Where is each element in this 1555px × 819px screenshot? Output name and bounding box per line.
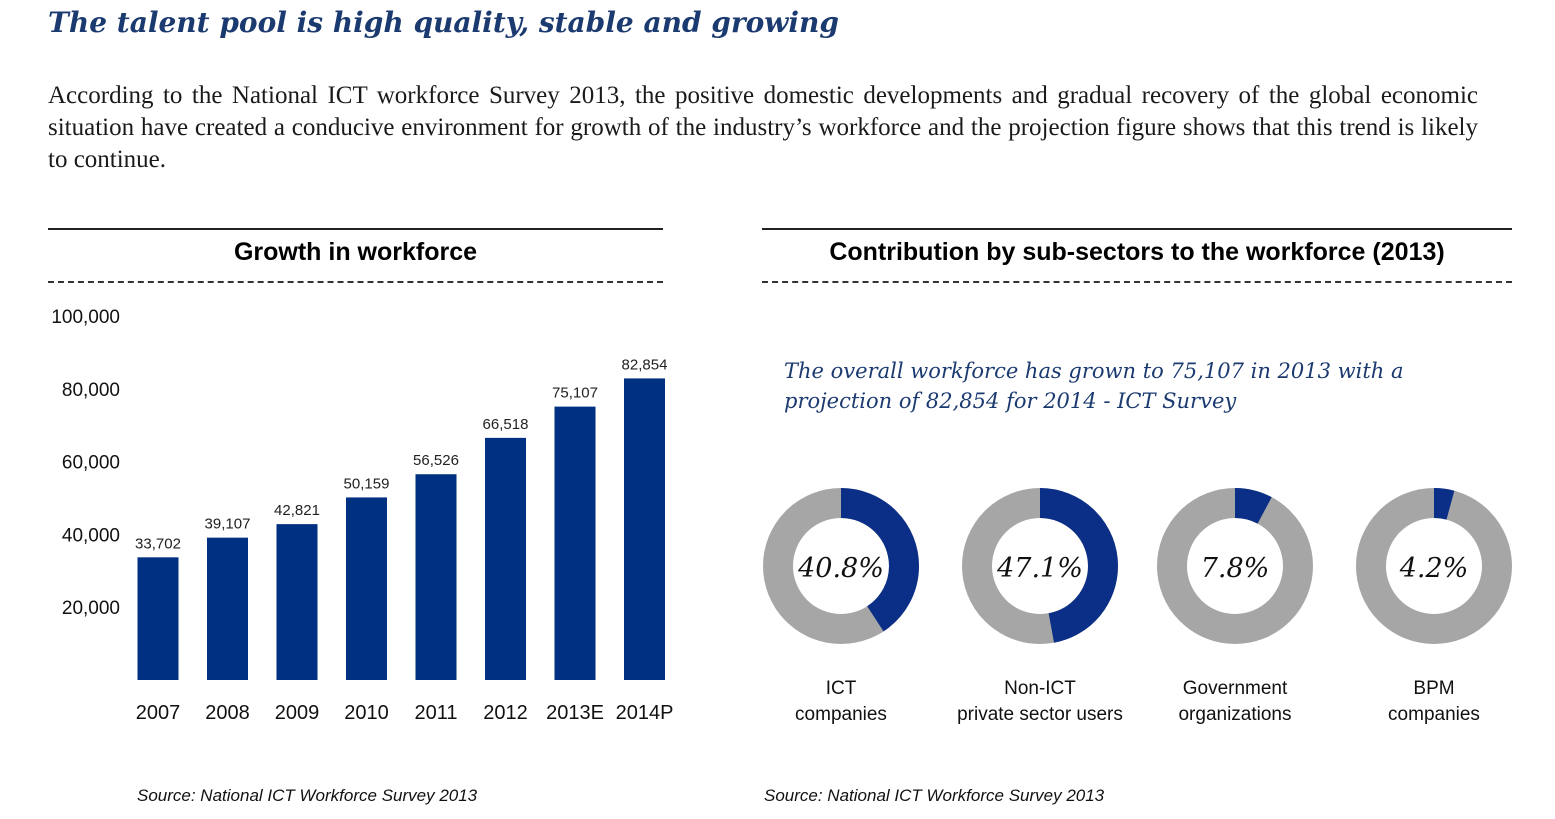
donut-share-segment <box>1356 488 1512 644</box>
page-title: The talent pool is high quality, stable … <box>48 6 839 39</box>
x-tick-label: 2011 <box>414 702 457 724</box>
donut-percent-label: 7.8% <box>1201 553 1270 584</box>
bar-value-label: 33,702 <box>135 535 181 552</box>
intro-paragraph: According to the National ICT workforce … <box>48 82 1478 173</box>
donut-3: 7.8% Government organizations <box>1157 488 1313 725</box>
y-tick-label: 80,000 <box>62 380 120 401</box>
donut-category-label: ICT <box>826 678 857 699</box>
left-panel-dashed-rule <box>48 281 663 283</box>
bar-2012 <box>485 437 526 680</box>
x-tick-label: 2008 <box>205 702 250 724</box>
donut-category-label: Government <box>1183 678 1288 699</box>
right-panel-source: Source: National ICT Workforce Survey 20… <box>764 786 1105 805</box>
bar-value-label: 42,821 <box>274 502 320 519</box>
y-tick-label: 60,000 <box>62 453 120 474</box>
y-tick-label: 20,000 <box>62 598 120 619</box>
bar-2013E <box>554 406 596 680</box>
bar-value-label: 66,518 <box>483 416 529 433</box>
x-tick-label: 2007 <box>136 702 181 724</box>
right-panel-title: Contribution by sub-sectors to the workf… <box>829 238 1445 266</box>
bar-2014P <box>624 378 665 680</box>
bar-value-label: 39,107 <box>205 516 251 533</box>
left-panel-title: Growth in workforce <box>233 238 478 266</box>
donut-share-segment <box>1157 488 1313 644</box>
donut-category-label-line2: organizations <box>1178 704 1291 725</box>
donut-percent-label: 47.1% <box>996 553 1083 584</box>
x-tick-label: 2014P <box>616 702 674 724</box>
donut-category-label-line2: companies <box>795 704 887 725</box>
y-tick-label: 40,000 <box>62 525 120 546</box>
bar-2008 <box>207 537 248 680</box>
bar-value-label: 56,526 <box>413 452 459 469</box>
bar-value-label: 75,107 <box>552 385 598 402</box>
right-panel-note: The overall workforce has grown to 75,10… <box>784 359 1404 413</box>
right-panel-top-rule <box>762 228 1512 230</box>
bar-2009 <box>276 524 318 680</box>
x-tick-label: 2010 <box>344 702 389 724</box>
left-panel-top-rule <box>48 228 663 230</box>
donut-percent-label: 40.8% <box>797 553 884 584</box>
donut-percent-label: 4.2% <box>1399 553 1469 584</box>
bar-2011 <box>415 474 457 680</box>
right-panel-dashed-rule <box>762 281 1512 283</box>
bar-value-label: 82,854 <box>622 356 668 373</box>
bar-2007 <box>137 557 179 680</box>
donut-share-segment <box>763 488 919 644</box>
donut-4: 4.2% BPM companies <box>1356 488 1512 725</box>
donut-1: 40.8% ICT companies <box>763 488 919 725</box>
x-tick-label: 2013E <box>546 702 604 724</box>
donut-category-label: Non-ICT <box>1004 678 1076 699</box>
donut-share-segment <box>962 488 1118 644</box>
left-panel-source: Source: National ICT Workforce Survey 20… <box>137 786 478 805</box>
donut-category-label: BPM <box>1413 678 1454 699</box>
donut-2: 47.1% Non-ICT private sector users <box>957 488 1123 725</box>
donut-category-label-line2: companies <box>1388 704 1480 725</box>
bar-value-label: 50,159 <box>344 475 390 492</box>
y-tick-label: 100,000 <box>51 307 120 328</box>
donut-category-label-line2: private sector users <box>957 704 1123 725</box>
x-tick-label: 2012 <box>483 702 528 724</box>
bar-2010 <box>346 497 387 680</box>
x-tick-label: 2009 <box>275 702 320 724</box>
